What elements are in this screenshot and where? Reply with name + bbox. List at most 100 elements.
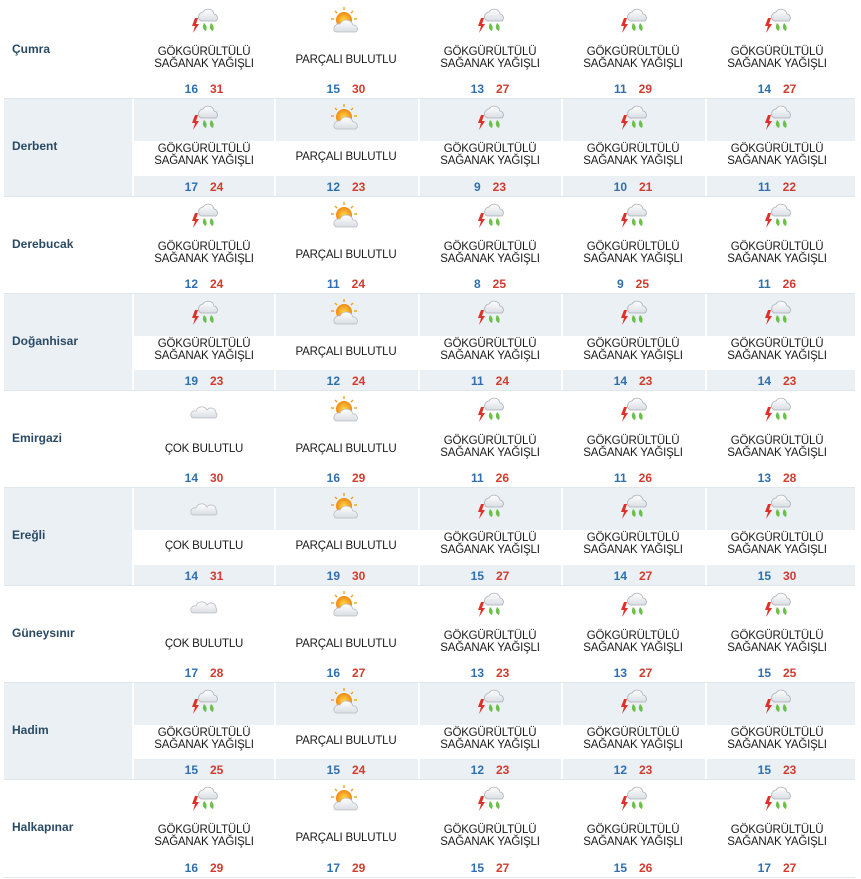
temperature-pair: 11 22 [706, 180, 848, 194]
low-temperature: 9 [473, 179, 481, 194]
temperature-pair: 14 31 [133, 569, 275, 583]
low-temperature: 9 [616, 276, 624, 291]
high-temperature: 29 [210, 860, 224, 875]
forecast-cell: PARÇALI BULUTLU 12 24 [274, 293, 417, 391]
high-temperature: 25 [635, 276, 650, 291]
city-name[interactable]: Çumra [12, 42, 51, 56]
condition-text: PARÇALI BULUTLU [295, 151, 397, 164]
low-temperature: 11 [470, 471, 484, 486]
temperature-pair: 10 21 [562, 180, 704, 194]
thunderstorm-rain-icon [187, 687, 221, 717]
temperature-pair: 17 27 [706, 861, 848, 875]
forecast-cell: PARÇALI BULUTLU 17 29 [274, 780, 417, 877]
temperature-pair: 9 25 [562, 277, 704, 291]
forecast-cell: GÖKGÜRÜLTÜLÜ SAĞANAK YAĞIŞLI 11 26 [418, 391, 561, 488]
city-name[interactable]: Emirgazi [12, 431, 63, 446]
city-name[interactable]: Ereğli [12, 528, 46, 543]
temperature-pair: 15 25 [706, 666, 848, 680]
forecast-row: Ereğli ÇOK BULUTLU 14 31 PARÇALI BULUTLU 19 30… [4, 488, 855, 586]
city-name[interactable]: Derebucak [12, 236, 74, 251]
low-temperature: 19 [184, 374, 198, 389]
thunderstorm-rain-icon [760, 492, 794, 522]
condition-text: GÖKGÜRÜLTÜLÜ SAĞANAK YAĞIŞLI [583, 435, 683, 460]
low-temperature: 12 [613, 763, 627, 778]
low-temperature: 12 [326, 374, 340, 389]
forecast-cell: GÖKGÜRÜLTÜLÜ SAĞANAK YAĞIŞLI 17 27 [705, 780, 848, 877]
high-temperature: 27 [783, 860, 797, 875]
temperature-pair: 14 30 [133, 471, 275, 485]
condition-text: GÖKGÜRÜLTÜLÜ SAĞANAK YAĞIŞLI [583, 143, 683, 168]
forecast-cell: GÖKGÜRÜLTÜLÜ SAĞANAK YAĞIŞLI 12 24 [132, 196, 275, 293]
temperature-pair: 13 28 [706, 471, 848, 485]
temperature-pair: 16 29 [275, 471, 417, 485]
city-name[interactable]: Halkapınar [12, 820, 74, 835]
temperature-pair: 12 23 [419, 763, 561, 777]
low-temperature: 15 [184, 763, 198, 778]
condition-text: GÖKGÜRÜLTÜLÜ SAĞANAK YAĞIŞLI [583, 629, 683, 654]
thunderstorm-rain-icon [760, 784, 794, 814]
forecast-cell: GÖKGÜRÜLTÜLÜ SAĞANAK YAĞIŞLI 15 27 [418, 780, 561, 877]
thunderstorm-rain-icon [760, 298, 794, 328]
low-temperature: 15 [326, 763, 340, 778]
condition-text: GÖKGÜRÜLTÜLÜ SAĞANAK YAĞIŞLI [154, 143, 254, 168]
low-temperature: 14 [613, 568, 627, 583]
thunderstorm-rain-icon [473, 395, 507, 425]
high-temperature: 26 [639, 860, 653, 875]
thunderstorm-rain-icon [473, 687, 507, 717]
city-name[interactable]: Doğanhisar [12, 333, 79, 348]
high-temperature: 30 [352, 82, 366, 97]
thunderstorm-rain-icon [616, 687, 650, 717]
forecast-cell: GÖKGÜRÜLTÜLÜ SAĞANAK YAĞIŞLI 19 23 [132, 293, 275, 391]
condition-text: PARÇALI BULUTLU [295, 443, 397, 456]
forecast-cell: GÖKGÜRÜLTÜLÜ SAĞANAK YAĞIŞLI 14 23 [561, 293, 704, 391]
partly-cloudy-icon [329, 492, 363, 522]
forecast-cell: GÖKGÜRÜLTÜLÜ SAĞANAK YAĞIŞLI 16 29 [132, 780, 275, 877]
high-temperature: 22 [782, 179, 797, 194]
high-temperature: 27 [783, 82, 797, 97]
temperature-pair: 9 23 [419, 180, 561, 194]
temperature-pair: 15 23 [706, 763, 848, 777]
thunderstorm-rain-icon [473, 590, 507, 620]
temperature-pair: 13 27 [562, 666, 704, 680]
high-temperature: 25 [783, 666, 797, 681]
thunderstorm-rain-icon [760, 6, 794, 36]
thunderstorm-rain-icon [473, 298, 507, 328]
partly-cloudy-icon [329, 6, 363, 36]
partly-cloudy-icon [329, 201, 363, 231]
condition-text: GÖKGÜRÜLTÜLÜ SAĞANAK YAĞIŞLI [440, 240, 540, 265]
forecast-row: Halkapınar GÖKGÜRÜLTÜLÜ SAĞANAK YAĞIŞLI 16… [4, 780, 855, 878]
city-name[interactable]: Derbent [12, 139, 58, 154]
high-temperature: 26 [495, 471, 510, 486]
condition-text: GÖKGÜRÜLTÜLÜ SAĞANAK YAĞIŞLI [440, 727, 540, 752]
condition-text: GÖKGÜRÜLTÜLÜ SAĞANAK YAĞIŞLI [727, 46, 827, 70]
condition-text: GÖKGÜRÜLTÜLÜ SAĞANAK YAĞIŞLI [727, 143, 827, 168]
forecast-cell: PARÇALI BULUTLU 16 29 [274, 391, 417, 488]
condition-text: PARÇALI BULUTLU [295, 735, 397, 748]
forecast-cell: GÖKGÜRÜLTÜLÜ SAĞANAK YAĞIŞLI 15 27 [418, 488, 561, 585]
forecast-cell: ÇOK BULUTLU 17 28 [132, 585, 275, 683]
low-temperature: 13 [470, 82, 484, 97]
condition-text: GÖKGÜRÜLTÜLÜ SAĞANAK YAĞIŞLI [154, 240, 254, 265]
thunderstorm-rain-icon [760, 687, 794, 717]
condition-text: GÖKGÜRÜLTÜLÜ SAĞANAK YAĞIŞLI [154, 337, 254, 362]
low-temperature: 8 [473, 276, 481, 291]
temperature-pair: 17 28 [133, 666, 275, 680]
forecast-cell: PARÇALI BULUTLU 15 30 [274, 2, 417, 99]
thunderstorm-rain-icon [760, 103, 794, 133]
low-temperature: 17 [757, 860, 771, 875]
low-temperature: 14 [613, 374, 627, 389]
forecast-cell: GÖKGÜRÜLTÜLÜ SAĞANAK YAĞIŞLI 12 23 [561, 683, 704, 780]
low-temperature: 15 [470, 860, 484, 875]
city-name[interactable]: Güneysınır [12, 625, 75, 640]
condition-text: PARÇALI BULUTLU [295, 345, 397, 358]
partly-cloudy-icon [329, 784, 363, 814]
high-temperature: 27 [496, 82, 510, 97]
temperature-pair: 12 24 [275, 374, 417, 388]
temperature-pair: 11 24 [419, 374, 561, 388]
city-name[interactable]: Hadim [12, 723, 49, 738]
low-temperature: 14 [757, 82, 771, 97]
cloudy-icon [187, 590, 221, 620]
high-temperature: 24 [352, 374, 366, 389]
forecast-cell: GÖKGÜRÜLTÜLÜ SAĞANAK YAĞIŞLI 14 27 [561, 488, 704, 585]
low-temperature: 15 [757, 763, 771, 778]
